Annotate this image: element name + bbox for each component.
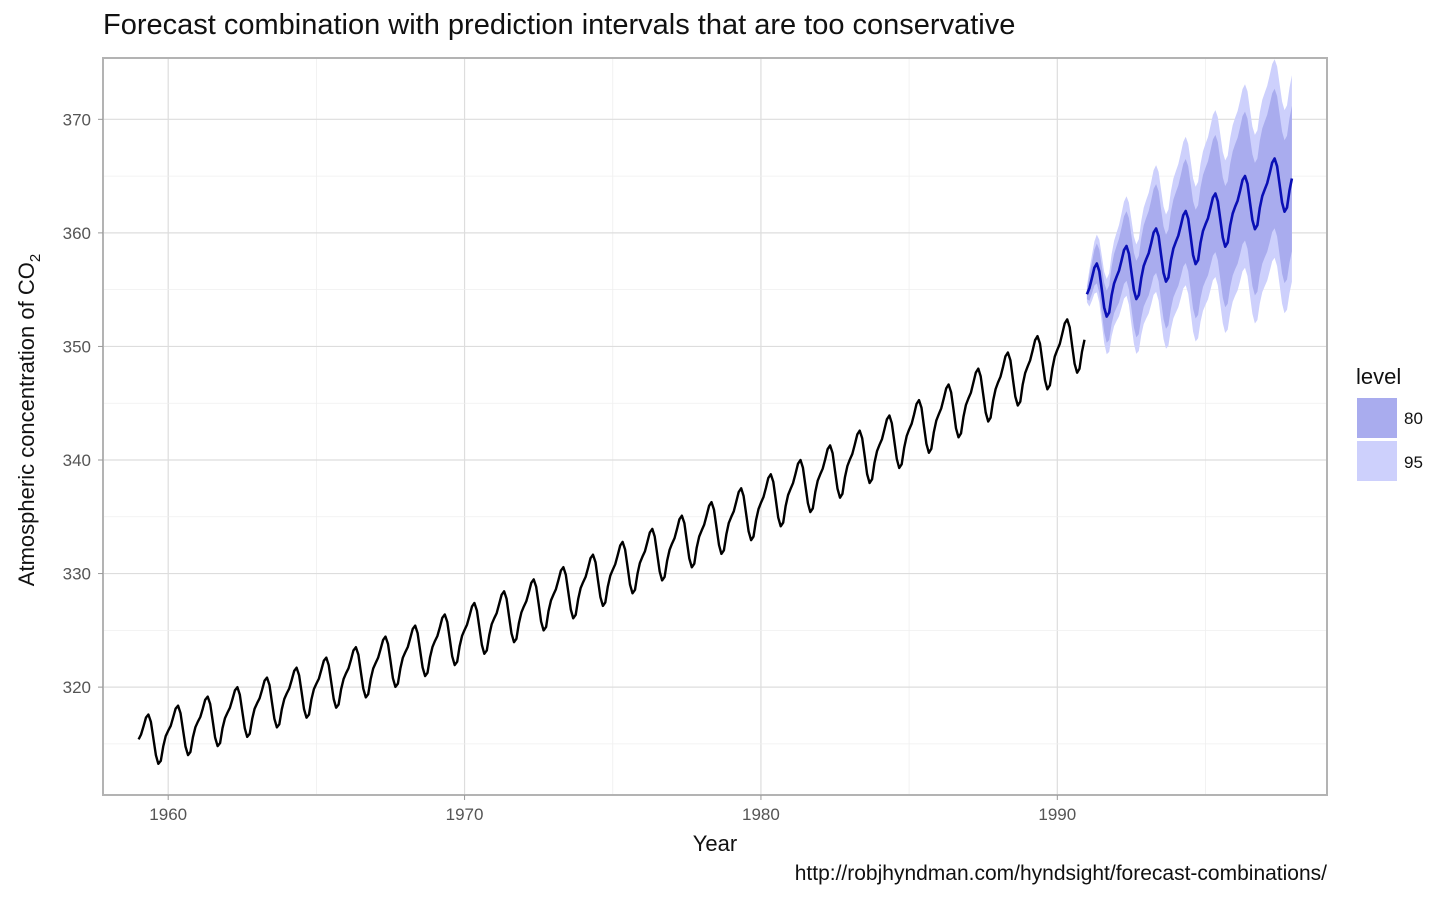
legend-key-80 [1357,398,1397,438]
interval-80-area [1086,88,1292,343]
x-tick-label: 1970 [446,805,484,824]
x-tick-label: 1990 [1038,805,1076,824]
observed-series-line [137,318,1086,765]
y-tick-label: 350 [63,337,91,356]
plot-border [102,57,1328,796]
legend: level 80 95 [1356,364,1423,481]
y-axis-title: Atmospheric concentration of CO2 [14,254,44,586]
y-tick-label: 360 [63,224,91,243]
plot-panel [103,58,1327,795]
x-axis: 1960 1970 1980 1990 [149,795,1076,824]
interval-80-band [1086,88,1292,343]
y-tick-label: 370 [63,110,91,129]
series-lines [137,157,1294,765]
x-axis-title: Year [693,831,737,856]
x-tick-label: 1980 [742,805,780,824]
legend-label-95: 95 [1404,453,1423,472]
legend-title: level [1356,364,1401,389]
chart-title: Forecast combination with prediction int… [103,9,1015,41]
y-tick-label: 320 [63,678,91,697]
caption-url: http://robjhyndman.com/hyndsight/forecas… [795,862,1327,885]
y-axis-title-subscript: 2 [27,254,44,262]
y-axis: 320 330 340 350 360 370 [63,110,103,697]
legend-key-95 [1357,441,1397,481]
y-tick-label: 340 [63,451,91,470]
forecast-series-line [1085,157,1294,318]
y-axis-title-text: Atmospheric concentration of CO [14,262,39,586]
y-tick-label: 330 [63,565,91,584]
legend-label-80: 80 [1404,409,1423,428]
x-tick-label: 1960 [149,805,187,824]
